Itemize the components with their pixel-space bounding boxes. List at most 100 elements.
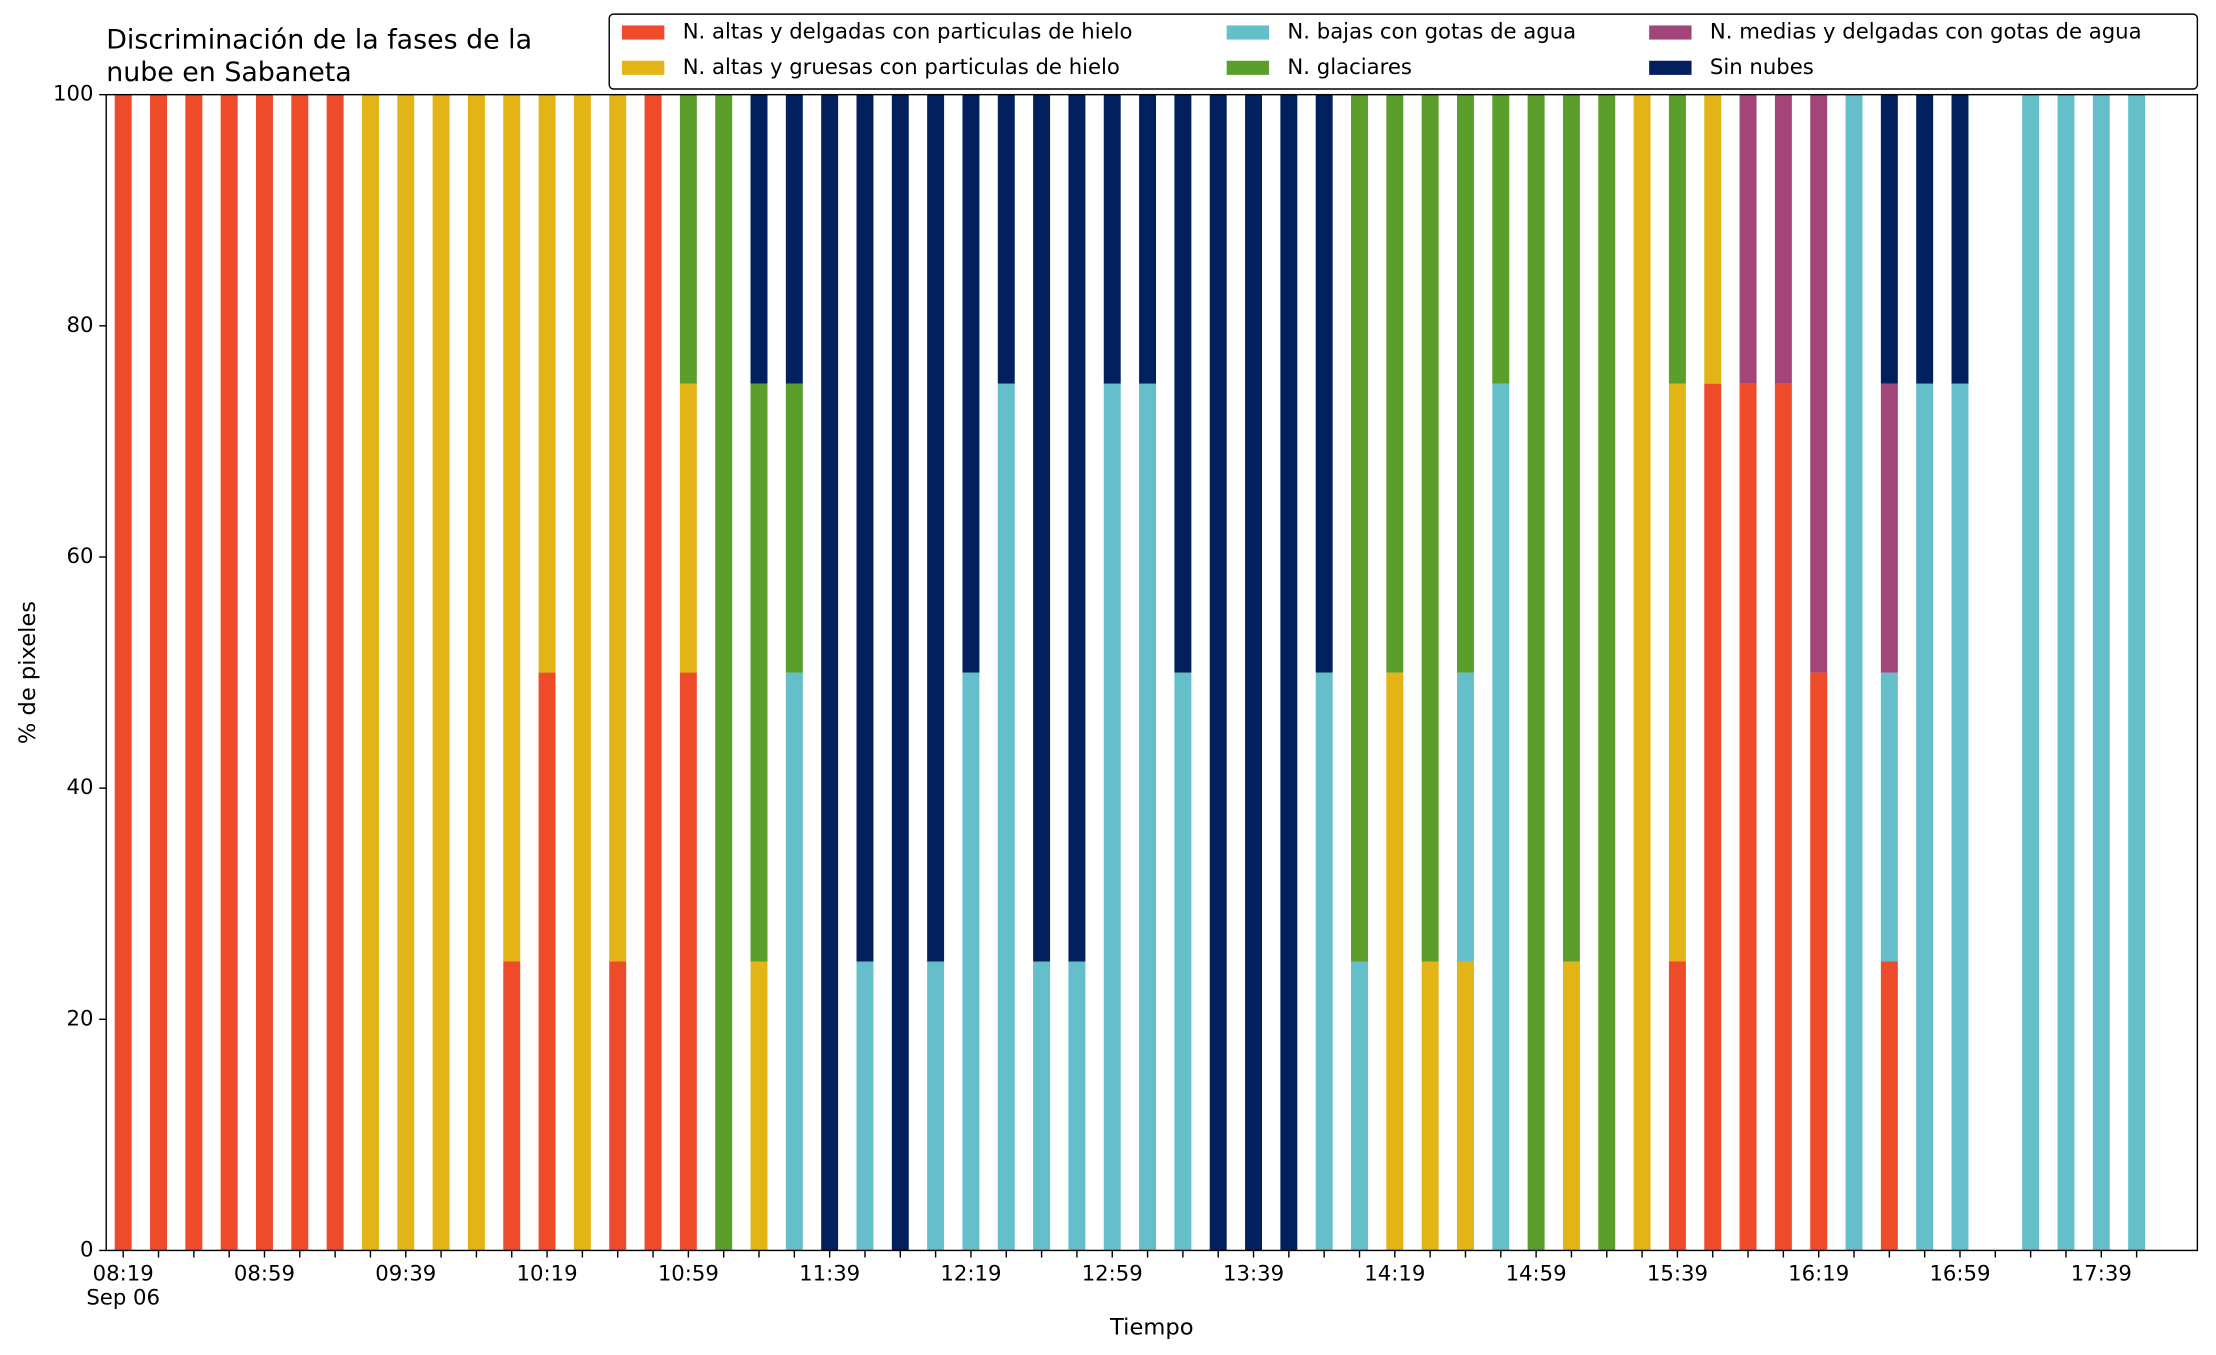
bar-segment	[785, 672, 803, 1251]
bar-segment	[1139, 383, 1157, 1251]
bar-segment	[1456, 94, 1474, 673]
bar-segment	[750, 383, 768, 962]
bar-segment	[1810, 94, 1828, 673]
bar-segment	[361, 94, 379, 1251]
legend-label: N. medias y delgadas con gotas de agua	[1710, 18, 2142, 43]
bar-segment	[1421, 961, 1439, 1251]
bar-segment	[927, 961, 945, 1251]
bar-segment	[397, 94, 415, 1251]
bar-segment	[1704, 94, 1722, 384]
bar-segment	[1880, 672, 1898, 962]
bar-segment	[1880, 94, 1898, 384]
bar-segment	[1739, 383, 1757, 1251]
bar-segment	[1351, 961, 1368, 1251]
y-tick-label: 100	[53, 81, 93, 106]
bar-segment	[1068, 961, 1086, 1251]
bar-segment	[1527, 94, 1545, 1251]
y-tick-label: 40	[67, 774, 94, 799]
bar-segment	[1033, 94, 1051, 962]
bar-segment	[1315, 672, 1333, 1251]
x-tick-label: 10:59	[658, 1260, 719, 1285]
x-tick-label: 11:39	[799, 1260, 860, 1285]
x-tick-label: 08:59	[234, 1260, 295, 1285]
bar-segment	[1139, 94, 1157, 384]
bar-segment	[1068, 94, 1086, 962]
bar-segment	[1209, 94, 1227, 1251]
bar-segment	[1174, 672, 1192, 1251]
bar-segment	[256, 94, 273, 1251]
bar-segment	[679, 94, 697, 384]
plot-frame	[105, 93, 2199, 1252]
bar-segment	[1668, 961, 1686, 1251]
x-tick-label: 16:59	[1929, 1260, 1990, 1285]
bar-segment	[997, 94, 1015, 384]
x-tick-label: 12:19	[940, 1260, 1001, 1285]
bar-segment	[1386, 94, 1404, 673]
legend-label: N. glaciares	[1287, 54, 1411, 79]
bar-segment	[1951, 94, 1969, 384]
bar-segment	[503, 94, 521, 962]
bar-segment	[573, 94, 591, 1251]
bar-segment	[432, 94, 450, 1251]
bar-segment	[1492, 383, 1510, 1251]
bar-segment	[1810, 672, 1828, 1251]
x-axis-label: Tiempo	[1109, 1315, 1193, 1341]
bar-segment	[891, 94, 909, 1251]
bar-segment	[1774, 94, 1792, 384]
y-tick-label: 80	[67, 312, 94, 337]
chart-title: nube en Sabaneta	[106, 57, 352, 88]
bar-segment	[821, 94, 839, 1251]
bar-segment	[503, 961, 521, 1251]
bar-segment	[326, 94, 344, 1251]
bar-segment	[467, 94, 485, 1251]
bar-segment	[150, 94, 167, 1251]
bar-segment	[1245, 94, 1263, 1251]
bar-segment	[1668, 383, 1686, 962]
legend-swatch	[1226, 25, 1270, 40]
bar-segment	[1315, 94, 1333, 673]
bar-segment	[1633, 94, 1651, 1251]
legend-box	[608, 13, 2199, 90]
bar-segment	[538, 672, 556, 1251]
bar-segment	[1492, 94, 1510, 384]
bar-segment	[1562, 94, 1580, 962]
x-tick-label: 10:19	[517, 1260, 578, 1285]
bar-segment	[1280, 94, 1298, 1251]
bar-segment	[2092, 94, 2110, 1251]
x-tick-label: 14:59	[1506, 1260, 1567, 1285]
legend-swatch	[1649, 25, 1692, 40]
bar-segment	[1739, 94, 1757, 384]
legend-swatch	[1226, 60, 1270, 75]
bar-segment	[1845, 94, 1863, 1251]
bar-segment	[1951, 383, 1969, 1251]
bar-segment	[1456, 961, 1474, 1251]
x-tick-label: 16:19	[1788, 1260, 1849, 1285]
bar-segment	[2022, 94, 2040, 1251]
bar-segment	[785, 383, 803, 673]
legend-label: N. altas y gruesas con particulas de hie…	[683, 54, 1120, 79]
legend-swatch	[621, 25, 665, 40]
bar-segment	[1598, 94, 1616, 1251]
bar-segment	[750, 961, 768, 1251]
bar-segment	[1456, 672, 1474, 962]
bar-segment	[1880, 383, 1898, 673]
bar-segment	[538, 94, 556, 673]
y-tick-label: 20	[67, 1005, 94, 1030]
x-tick-label: 15:39	[1647, 1260, 1708, 1285]
x-tick-label: 17:39	[2071, 1260, 2132, 1285]
x-tick-label: 14:19	[1364, 1260, 1425, 1285]
legend-label: N. altas y delgadas con particulas de hi…	[683, 18, 1133, 43]
bar-segment	[1421, 94, 1439, 962]
bar-segment	[785, 94, 803, 384]
y-axis-label: % de pixeles	[15, 601, 41, 744]
x-tick-label: 13:39	[1223, 1260, 1284, 1285]
bar-segment	[750, 94, 768, 384]
legend-label: N. bajas con gotas de agua	[1287, 18, 1576, 43]
bar-segment	[1351, 94, 1368, 962]
y-tick-label: 0	[80, 1236, 93, 1261]
bar-segment	[856, 94, 874, 962]
bar-segment	[1774, 383, 1792, 1251]
bar-segment	[2057, 94, 2075, 1251]
chart-title: Discriminación de la fases de la	[106, 24, 532, 55]
